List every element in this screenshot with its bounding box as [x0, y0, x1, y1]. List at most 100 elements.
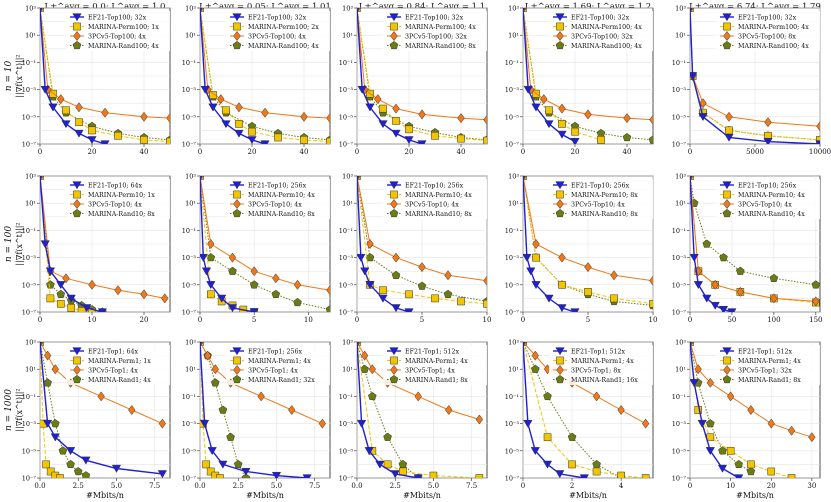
marker-dia — [288, 404, 296, 416]
y-tick-label: 10³ — [508, 173, 519, 181]
x-tick-label: 5.0 — [271, 482, 282, 490]
marker-sq — [545, 106, 553, 115]
y-tick-label: 10⁻³ — [672, 420, 687, 428]
marker-tri — [302, 474, 312, 478]
x-tick-label: 5.0 — [111, 482, 122, 490]
y-tick-label: 10⁻⁷ — [182, 141, 197, 149]
marker-sq — [610, 294, 618, 303]
series-line — [690, 342, 740, 478]
legend-entry: EF21-Top100; 32x — [738, 15, 797, 22]
marker-pent — [72, 40, 82, 50]
legend-entry: 3PCv5-Top100; 32x — [571, 34, 633, 41]
marker-tri — [526, 267, 536, 276]
marker-tri — [570, 308, 580, 312]
marker-tri — [557, 304, 567, 312]
marker-dia — [128, 404, 136, 416]
marker-tri — [365, 281, 375, 290]
y-tick-label: 10⁻⁷ — [339, 141, 354, 149]
marker-tri — [74, 129, 84, 138]
marker-tri — [111, 464, 122, 473]
marker-dia — [390, 30, 398, 42]
legend-entry: MARINA-Perm1; 4x — [738, 358, 801, 365]
y-tick-label: 10³ — [185, 339, 196, 347]
marker-sq — [429, 471, 438, 478]
y-tick-label: 10⁻⁷ — [672, 475, 687, 483]
row-label: n = 10 — [4, 60, 14, 91]
marker-dia — [73, 198, 81, 210]
legend-entry: 3PCv5-Top10; 4x — [571, 202, 625, 209]
legend-entry: MARINA-Rand10; 8x — [88, 211, 155, 218]
marker-pent — [73, 466, 83, 476]
y-tick-label: 10⁻¹ — [505, 59, 520, 67]
marker-tri — [555, 13, 565, 22]
marker-tri — [523, 253, 532, 262]
legend-entry: 3PCv5-Top100; 4x — [88, 34, 146, 41]
plot-area — [690, 342, 816, 478]
marker-sq — [379, 104, 387, 113]
legend-entry: EF21-Top1; 256x — [248, 349, 303, 356]
marker-tri — [404, 308, 414, 312]
marker-dia — [88, 279, 96, 290]
y-tick-label: 10¹ — [675, 200, 686, 208]
marker-tri — [157, 470, 168, 478]
marker-pent — [531, 364, 540, 373]
marker-pent — [226, 432, 235, 441]
marker-sq — [274, 133, 282, 142]
y-tick-label: 10³ — [25, 5, 36, 13]
y-tick-label: 10⁻¹ — [672, 227, 687, 235]
y-tick-label: 10³ — [185, 5, 196, 13]
plot-area — [40, 342, 168, 478]
y-axis-label: ||∇f(x^t)||² — [15, 54, 24, 97]
marker-dia — [623, 113, 631, 124]
row-label: n = 1000 — [4, 389, 14, 431]
y-tick-label: 10⁻³ — [182, 86, 197, 94]
marker-sq — [706, 433, 715, 442]
marker-tri — [56, 281, 66, 290]
marker-pent — [543, 391, 552, 401]
legend-entry: EF21-Top10; 256x — [738, 183, 797, 190]
marker-sq — [326, 137, 330, 144]
legend-entry: MARINA-Rand100; 4x — [571, 43, 642, 50]
y-tick-label: 10³ — [185, 173, 196, 181]
plot-area — [200, 8, 330, 144]
legend-entry: 3PCv5-Top1; 4x — [405, 368, 455, 375]
legend-entry: MARINA-Rand100; 4x — [738, 43, 809, 50]
marker-sq — [390, 190, 398, 199]
y-tick-label: 10⁻¹ — [339, 393, 354, 401]
x-tick-label: 0 — [198, 148, 202, 156]
marker-dia — [592, 391, 601, 402]
legend: EF21-Top10; 256x MARINA-Perm10; 8x 3PCv5-T… — [549, 179, 653, 219]
x-tick-label: 0 — [521, 148, 525, 156]
marker-tri — [247, 136, 257, 144]
marker-sq — [725, 126, 733, 135]
marker-tri — [40, 176, 43, 181]
x-axis-label: #Mbits/n — [403, 491, 441, 500]
marker-tri — [579, 474, 589, 478]
x-tick-label: 0 — [355, 148, 359, 156]
marker-dia — [73, 364, 81, 376]
y-axis-label: ||∇f(x^t)||² — [15, 222, 24, 265]
legend-entry: MARINA-Perm10; 8x — [571, 192, 638, 199]
marker-dia — [418, 109, 426, 120]
marker-pent — [417, 281, 427, 290]
marker-pent — [722, 40, 732, 50]
marker-sq — [233, 22, 241, 31]
marker-tri — [100, 140, 110, 144]
x-tick-label: 0.0 — [351, 482, 362, 490]
marker-pent — [66, 459, 75, 469]
legend-entry: MARINA-Rand1; 16x — [571, 377, 638, 384]
marker-pent — [46, 280, 55, 289]
marker-tri — [717, 464, 728, 473]
marker-dia — [233, 198, 241, 210]
legend-entry: 3PCv5-Top1; 32x — [738, 368, 792, 375]
marker-dia — [532, 238, 540, 250]
marker-dia — [203, 350, 212, 361]
y-tick-label: 10¹ — [342, 366, 353, 374]
marker-tri — [50, 433, 60, 442]
marker-pent — [232, 40, 242, 50]
x-tick-label: 7.5 — [466, 482, 477, 490]
plot-area — [357, 8, 487, 144]
marker-sq — [202, 460, 210, 469]
legend-entry: MARINA-Rand10; 4x — [738, 211, 805, 218]
y-tick-label: 10³ — [508, 5, 519, 13]
